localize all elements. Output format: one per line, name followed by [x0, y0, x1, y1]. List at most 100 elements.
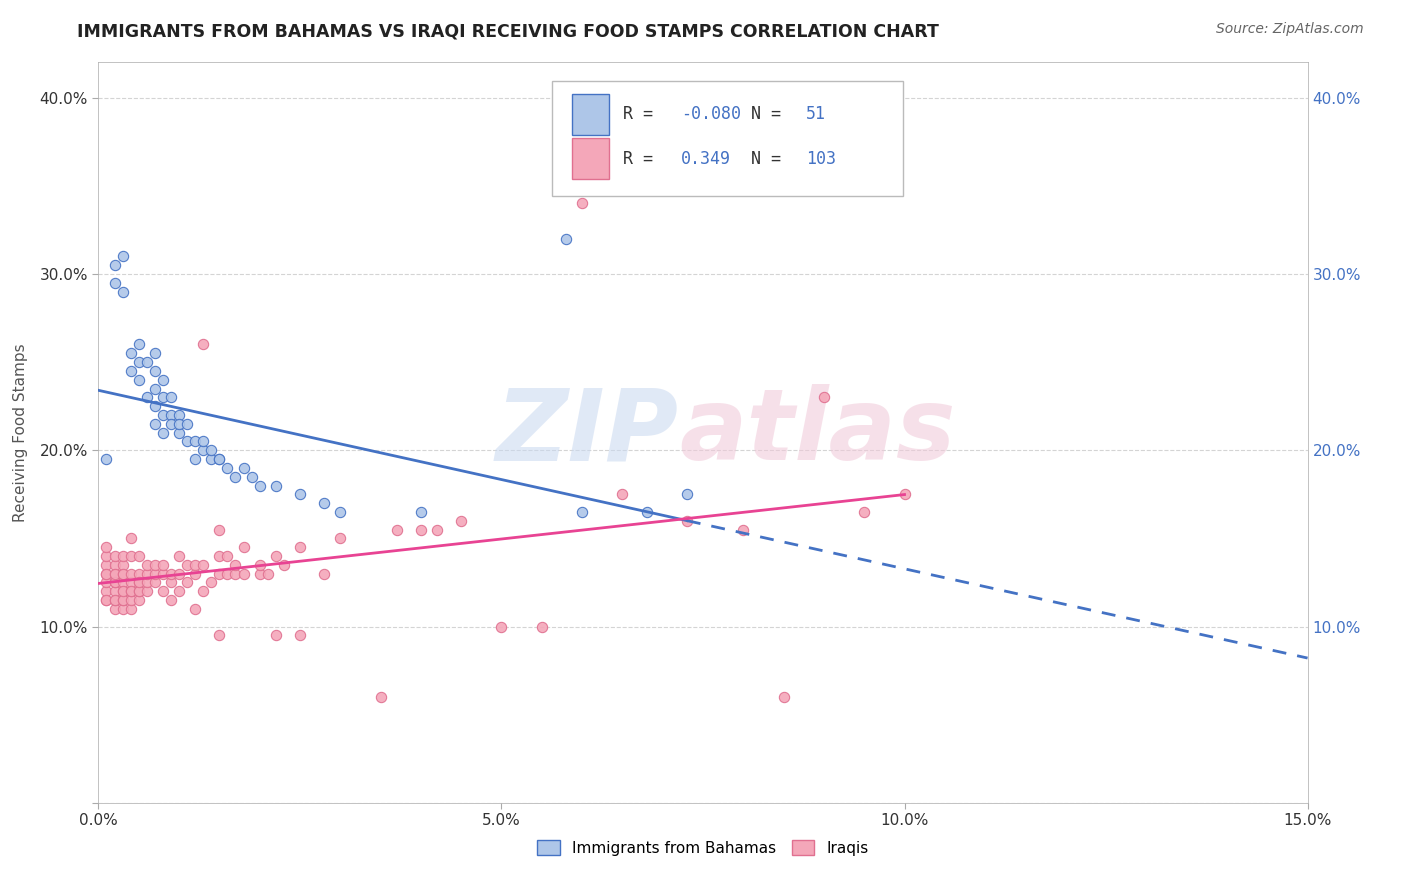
Point: [314, 566, 336, 581]
Point: [120, 364, 142, 378]
Text: Source: ZipAtlas.com: Source: ZipAtlas.com: [1216, 22, 1364, 37]
Bar: [572, 138, 609, 179]
Point: [128, 566, 150, 581]
Point: [200, 443, 222, 458]
Point: [176, 417, 198, 431]
Point: [184, 434, 207, 449]
Point: [184, 566, 207, 581]
Point: [893, 487, 915, 501]
Point: [96, 593, 118, 607]
Bar: [572, 94, 609, 135]
Point: [128, 575, 150, 590]
Point: [135, 390, 157, 404]
Point: [264, 628, 287, 642]
Point: [111, 593, 134, 607]
Point: [143, 558, 166, 572]
Point: [103, 575, 125, 590]
Point: [135, 355, 157, 369]
Point: [612, 487, 634, 501]
Point: [103, 566, 125, 581]
Point: [111, 558, 134, 572]
Text: IMMIGRANTS FROM BAHAMAS VS IRAQI RECEIVING FOOD STAMPS CORRELATION CHART: IMMIGRANTS FROM BAHAMAS VS IRAQI RECEIVI…: [77, 22, 939, 40]
Point: [208, 628, 231, 642]
Point: [314, 496, 336, 510]
Point: [111, 549, 134, 563]
Point: [128, 575, 150, 590]
Point: [111, 602, 134, 616]
Point: [143, 575, 166, 590]
Point: [120, 566, 142, 581]
Point: [135, 558, 157, 572]
Point: [329, 532, 352, 546]
Point: [208, 452, 231, 467]
Point: [143, 346, 166, 360]
Point: [450, 514, 472, 528]
Point: [128, 337, 150, 351]
Text: 51: 51: [806, 105, 825, 123]
Point: [167, 549, 190, 563]
Point: [160, 593, 183, 607]
Point: [143, 417, 166, 431]
Point: [111, 575, 134, 590]
Point: [232, 566, 254, 581]
Legend: Immigrants from Bahamas, Iraqis: Immigrants from Bahamas, Iraqis: [531, 834, 875, 862]
Point: [273, 558, 295, 572]
Text: -0.080: -0.080: [682, 105, 741, 123]
Point: [217, 566, 239, 581]
Point: [160, 566, 183, 581]
Point: [103, 276, 125, 290]
Point: [184, 602, 207, 616]
Point: [217, 549, 239, 563]
Point: [103, 593, 125, 607]
Point: [636, 505, 658, 519]
Point: [385, 523, 408, 537]
Point: [193, 434, 215, 449]
Text: 103: 103: [806, 150, 835, 168]
Point: [160, 575, 183, 590]
Point: [128, 584, 150, 599]
Point: [143, 382, 166, 396]
Point: [813, 390, 835, 404]
Text: 0.349: 0.349: [682, 150, 731, 168]
Point: [135, 566, 157, 581]
Text: R =: R =: [623, 150, 664, 168]
Point: [152, 584, 174, 599]
Point: [128, 584, 150, 599]
Point: [143, 399, 166, 413]
Text: R =: R =: [623, 105, 664, 123]
Point: [167, 584, 190, 599]
Point: [733, 523, 755, 537]
Point: [200, 452, 222, 467]
Point: [256, 566, 278, 581]
Point: [96, 566, 118, 581]
Point: [160, 408, 183, 422]
Point: [111, 584, 134, 599]
Point: [120, 346, 142, 360]
Point: [555, 232, 578, 246]
Point: [217, 461, 239, 475]
Point: [103, 549, 125, 563]
Point: [193, 584, 215, 599]
Point: [160, 390, 183, 404]
Point: [96, 593, 118, 607]
Point: [96, 566, 118, 581]
Point: [176, 434, 198, 449]
Point: [426, 523, 449, 537]
Point: [571, 196, 593, 211]
Point: [224, 566, 246, 581]
Point: [676, 487, 699, 501]
Text: atlas: atlas: [679, 384, 955, 481]
Point: [167, 425, 190, 440]
Point: [152, 425, 174, 440]
Point: [128, 549, 150, 563]
Point: [193, 443, 215, 458]
Point: [370, 690, 392, 704]
Point: [120, 532, 142, 546]
Point: [111, 566, 134, 581]
Point: [176, 558, 198, 572]
FancyBboxPatch shape: [551, 81, 903, 195]
Point: [208, 566, 231, 581]
Point: [96, 549, 118, 563]
Point: [329, 505, 352, 519]
Point: [103, 584, 125, 599]
